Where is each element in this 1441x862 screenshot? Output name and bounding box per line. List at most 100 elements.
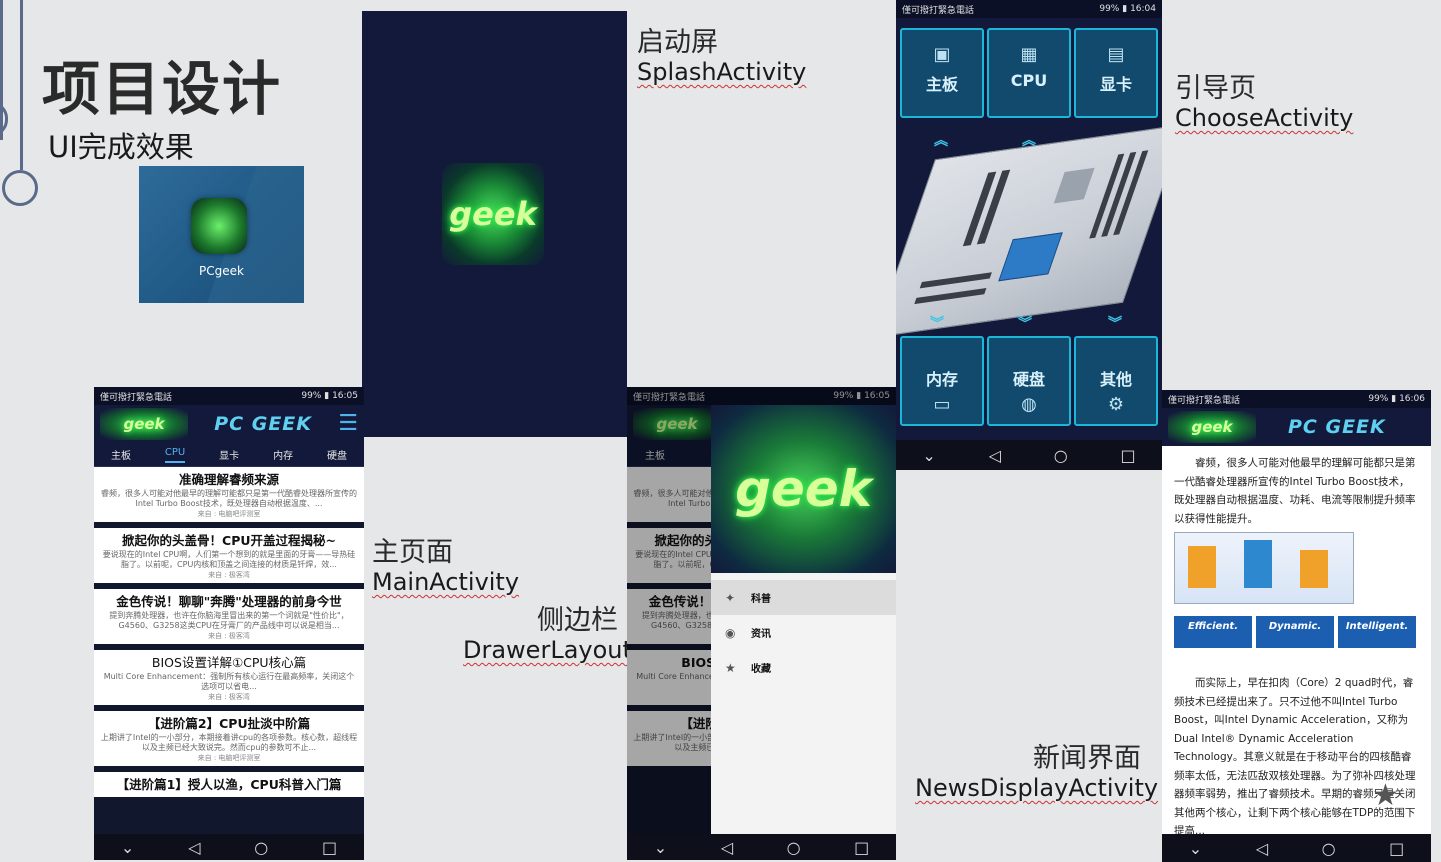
main-label-en: MainActivity xyxy=(372,568,520,596)
article-title: 金色传说！聊聊"奔腾"处理器的前身今世 xyxy=(116,594,342,609)
recents-icon[interactable]: □ xyxy=(1120,445,1136,465)
battery-text: 99% xyxy=(1368,394,1389,404)
article-card[interactable]: 【进阶篇2】CPU扯淡中阶篇上期讲了Intel的一小部分，本期接着讲cpu的各项… xyxy=(94,711,364,772)
disk-icon: ◍ xyxy=(1021,394,1037,415)
recents-icon[interactable]: □ xyxy=(321,837,338,857)
category-gpu[interactable]: ▤ 显卡 xyxy=(1074,28,1158,118)
chevron-down-icon: ︾ xyxy=(1018,316,1032,332)
nav-bar: ⌄ ◁ ○ □ xyxy=(896,440,1162,470)
chevron-down-icon[interactable]: ⌄ xyxy=(120,837,135,857)
drawer-item-news[interactable]: ◉ 资讯 xyxy=(711,615,896,650)
app-title: PC GEEK xyxy=(214,413,313,435)
nav-bar: ⌄ ◁ ○ □ xyxy=(1162,834,1431,862)
home-icon[interactable]: ○ xyxy=(254,837,269,857)
splash-screen: geek xyxy=(362,11,627,437)
chevron-down-icon[interactable]: ⌄ xyxy=(1188,838,1203,858)
article-source: 来自 : 电脑吧评测室 xyxy=(197,510,261,518)
article-card[interactable]: 金色传说！聊聊"奔腾"处理器的前身今世提到奔腾处理器，也许在你脑海里冒出来的第一… xyxy=(94,589,364,650)
category-label: 内存 xyxy=(925,370,958,389)
menu-icon[interactable]: ☰ xyxy=(338,411,358,436)
figure-label: Efficient. xyxy=(1174,616,1252,648)
news-label-cn: 新闻界面 xyxy=(1033,743,1141,774)
back-icon[interactable]: ◁ xyxy=(188,837,201,857)
status-bar: 僅可撥打緊急電話 99% ▮ 16:05 xyxy=(94,387,364,405)
tab-memory[interactable]: 内存 xyxy=(273,451,294,462)
gpu-icon: ▤ xyxy=(1107,44,1125,65)
article-card[interactable]: BIOS设置详解①CPU核心篇 Multi Core Enhancement：强制… xyxy=(94,650,364,711)
geek-logo: geek xyxy=(633,408,721,440)
category-cpu[interactable]: ▦ CPU xyxy=(987,28,1071,118)
geek-logo: geek xyxy=(1168,411,1256,443)
chevron-down-icon: ︾ xyxy=(930,316,944,332)
motherboard-image xyxy=(896,124,1162,338)
launcher-screenshot: PCgeek xyxy=(139,166,304,303)
carrier-text: 僅可撥打緊急電話 xyxy=(633,392,706,403)
tab-cpu[interactable]: CPU xyxy=(164,447,186,463)
tab-gpu[interactable]: 显卡 xyxy=(219,451,240,462)
star-icon: ★ xyxy=(725,660,736,675)
tab-mainboard[interactable]: 主板 xyxy=(110,451,131,462)
nav-bar: ⌄ ◁ ○ □ xyxy=(94,834,364,860)
recents-icon[interactable]: □ xyxy=(854,837,870,857)
drawer-item-label: 科普 xyxy=(751,594,771,605)
category-mainboard[interactable]: ▣ 主板 xyxy=(900,28,984,118)
cpu-icon: ▦ xyxy=(1020,44,1038,65)
battery-text: 99% xyxy=(301,391,322,401)
status-bar: 僅可撥打緊急電話 99% ▮ 16:04 xyxy=(896,0,1162,18)
article-card[interactable]: 掀起你的头盖骨！CPU开盖过程揭秘~ 要说现在的Intel CPU啊，人们第一个想… xyxy=(94,528,364,589)
article-source: 来自 : 电脑吧评测室 xyxy=(197,754,261,762)
clock-text: 16:05 xyxy=(864,391,890,401)
category-label: 显卡 xyxy=(1099,75,1132,94)
article-summary: 睿频，很多人可能对他最早的理解可能都只是第一代酷睿处理器所宣传的Intel Tu… xyxy=(101,489,357,508)
back-icon[interactable]: ◁ xyxy=(1255,838,1269,858)
recents-icon[interactable]: □ xyxy=(1389,838,1405,858)
app-icon-label: PCgeek xyxy=(199,264,244,278)
app-bar: geek PC GEEK ☰ xyxy=(94,405,364,443)
decor-line xyxy=(20,0,23,170)
clock-text: 16:06 xyxy=(1399,394,1425,404)
category-memory[interactable]: 内存 ▭ xyxy=(900,336,984,426)
drawer-header-logo: geek xyxy=(711,405,896,573)
back-icon[interactable]: ◁ xyxy=(720,837,734,857)
clock-text: 16:05 xyxy=(332,391,358,401)
memory-icon: ▭ xyxy=(933,394,951,415)
tab-mainboard[interactable]: 主板 xyxy=(645,451,665,462)
article-card[interactable]: 准确理解睿频来源睿频，很多人可能对他最早的理解可能都只是第一代酷睿处理器所宣传的… xyxy=(94,467,364,528)
article-title: BIOS设置详解①CPU核心篇 xyxy=(151,655,307,670)
main-label-cn: 主页面 xyxy=(372,537,453,568)
news-screen: 僅可撥打緊急電話 99% ▮ 16:06 geek PC GEEK 睿频，很多人… xyxy=(1162,390,1431,862)
home-icon[interactable]: ○ xyxy=(786,837,801,857)
drawer-item-favorites[interactable]: ★ 收藏 xyxy=(711,650,896,685)
chevron-down-icon[interactable]: ⌄ xyxy=(922,445,936,465)
choose-label-en: ChooseActivity xyxy=(1175,104,1354,132)
figure-label: Dynamic. xyxy=(1256,616,1334,648)
drawer-item-label: 资讯 xyxy=(751,629,771,640)
article-summary: 上期讲了Intel的一小部分，本期接着讲cpu的各项参数。核心数，超线程以及主频… xyxy=(100,733,358,752)
eye-icon: ◉ xyxy=(725,625,736,640)
article-title: 准确理解睿频来源 xyxy=(178,472,279,487)
status-bar: 僅可撥打緊急電話 99% ▮ 16:05 xyxy=(627,387,896,405)
drawer-item-science[interactable]: ✦ 科普 xyxy=(711,580,896,615)
article-title: 【进阶篇2】CPU扯淡中阶篇 xyxy=(147,716,311,731)
gear-icon: ⚙ xyxy=(1107,394,1125,415)
article-source: 来自 : 极客湾 xyxy=(208,571,250,579)
article-paragraph: 而实际上，早在扣肉（Core）2 quad时代，睿频技术已经提出来了。只不过他不… xyxy=(1174,677,1416,837)
choose-label-cn: 引导页 xyxy=(1175,73,1256,104)
back-icon[interactable]: ◁ xyxy=(988,445,1001,465)
tab-disk[interactable]: 硬盘 xyxy=(326,451,347,462)
app-icon[interactable] xyxy=(191,198,247,254)
home-icon[interactable]: ○ xyxy=(1053,445,1068,465)
carrier-text: 僅可撥打緊急電話 xyxy=(100,392,173,403)
home-icon[interactable]: ○ xyxy=(1321,838,1336,858)
star-icon[interactable]: ★ xyxy=(1372,778,1399,813)
chevron-down-icon[interactable]: ⌄ xyxy=(653,837,668,857)
article-title: 掀起你的头盖骨！CPU开盖过程揭秘~ xyxy=(122,533,336,548)
clock-text: 16:04 xyxy=(1130,4,1156,14)
article-summary: 提到奔腾处理器，也许在你脑海里冒出来的第一个词就是"性价比"，G4560、G32… xyxy=(109,611,349,630)
article-list: 准确理解睿频来源睿频，很多人可能对他最早的理解可能都只是第一代酷睿处理器所宣传的… xyxy=(94,467,364,803)
category-disk[interactable]: 硬盘 ◍ xyxy=(987,336,1071,426)
article-card[interactable]: 【进阶篇1】授人以渔，CPU科普入门篇 xyxy=(94,772,364,803)
article-body: 睿频，很多人可能对他最早的理解可能都只是第一代酷睿处理器所宣传的Intel Tu… xyxy=(1162,446,1431,838)
category-other[interactable]: 其他 ⚙ xyxy=(1074,336,1158,426)
app-bar: geek PC GEEK xyxy=(1162,408,1431,446)
